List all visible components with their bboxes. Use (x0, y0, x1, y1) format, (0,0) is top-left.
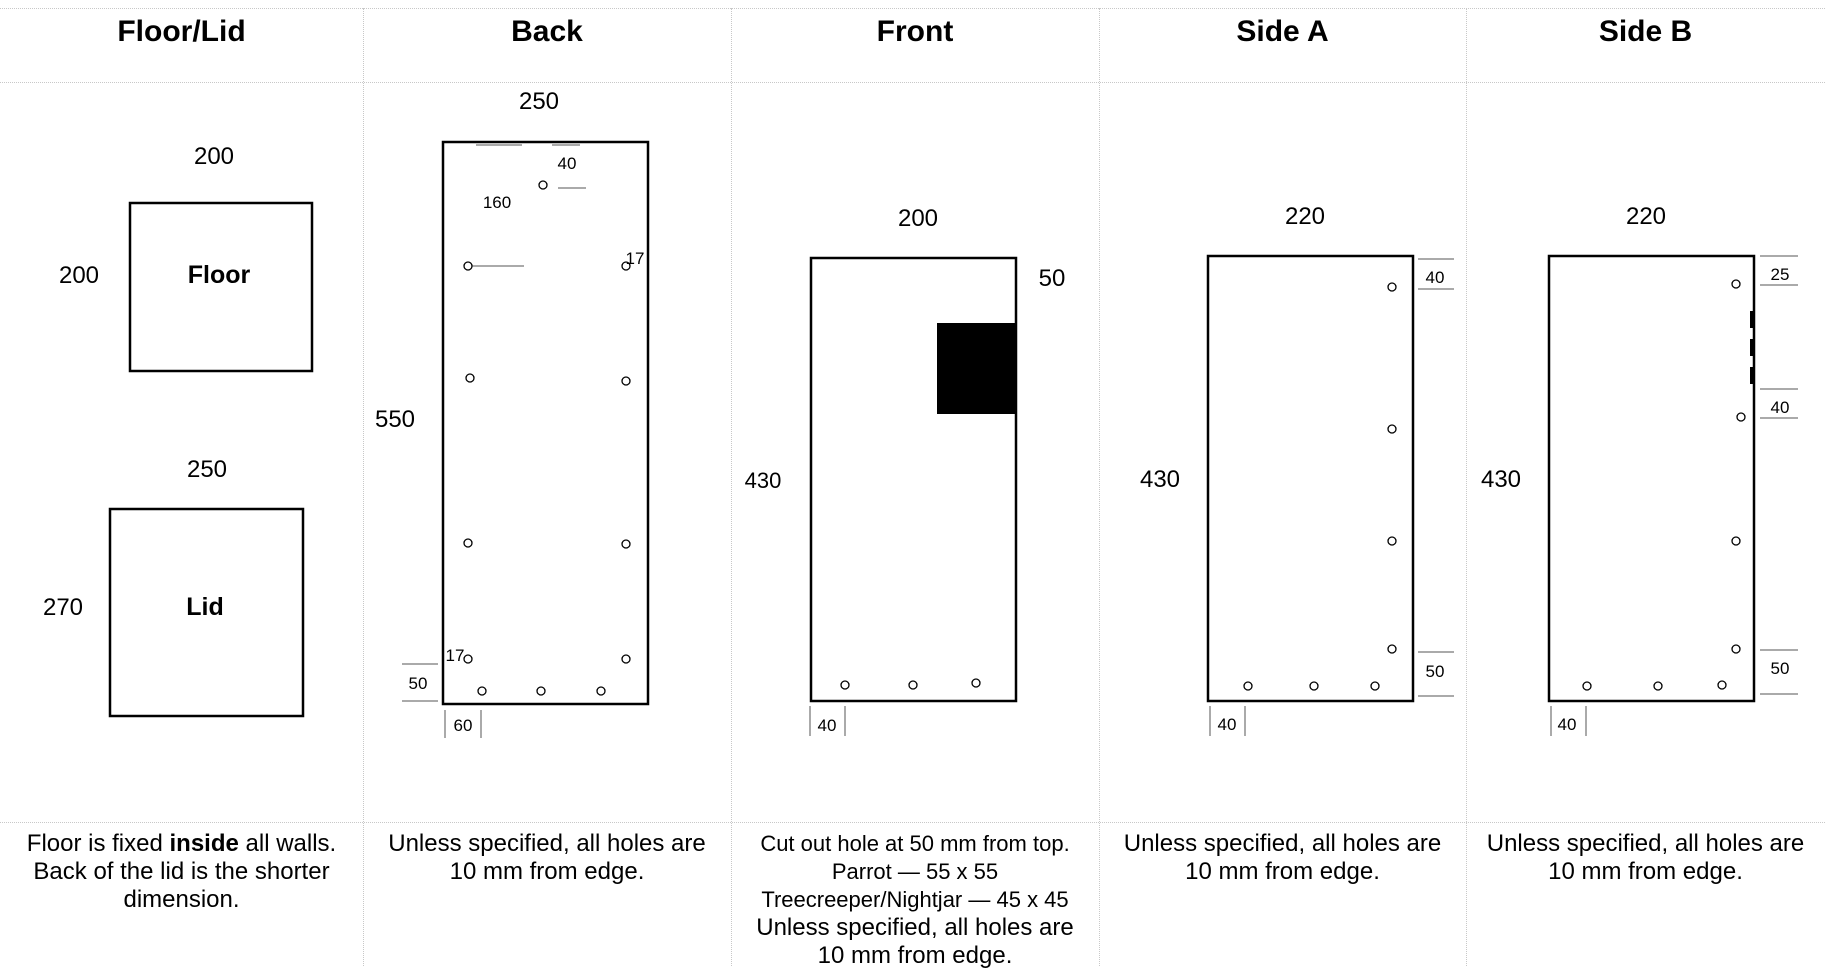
back-dim-40: 40 (558, 154, 577, 173)
back-dim-50: 50 (409, 674, 428, 693)
header-row-divider (0, 82, 1825, 83)
column-divider-4 (1466, 8, 1467, 966)
screw-hole (596, 686, 606, 696)
screw-hole (465, 373, 475, 383)
front-panel (809, 256, 1018, 703)
side-b-height-label: 430 (1481, 466, 1521, 493)
front-width-label: 200 (898, 205, 938, 232)
screw-hole (1387, 536, 1397, 546)
header-floor-lid: Floor/Lid (117, 15, 246, 48)
floor-height-label: 200 (59, 262, 99, 289)
screw-hole (908, 680, 918, 690)
header-back: Back (511, 15, 583, 48)
note-front: Cut out hole at 50 mm from top. Parrot —… (756, 831, 1074, 969)
screw-hole (536, 686, 546, 696)
entrance-cutout (937, 323, 1016, 414)
screw-hole (1387, 644, 1397, 654)
floor-width-label: 200 (194, 143, 234, 170)
note-side-b: Unless specified, all holes are 10 mm fr… (1486, 830, 1805, 885)
back-dim-17-top: 17 (626, 249, 645, 268)
lid-height-label: 270 (43, 594, 83, 621)
hinge-mark (1750, 367, 1754, 384)
header-side-a: Side A (1236, 15, 1329, 48)
floor-panel-label: Floor (188, 261, 251, 289)
side-a-dim-40-bottom: 40 (1218, 715, 1237, 734)
lid-panel (108, 507, 305, 718)
front-dim-40: 40 (818, 716, 837, 735)
table-top-border (0, 8, 1825, 9)
back-panel (441, 140, 650, 706)
screw-hole (1243, 681, 1253, 691)
screw-hole (971, 678, 981, 688)
screw-hole (621, 261, 631, 271)
note-floor-lid: Floor is fixed inside all walls. Back of… (0, 830, 363, 914)
screw-hole (463, 654, 473, 664)
note-back: Unless specified, all holes are 10 mm fr… (388, 830, 706, 885)
side-a-panel (1206, 254, 1415, 703)
side-b-dim-40: 40 (1771, 398, 1790, 417)
back-dim-160: 160 (483, 193, 511, 212)
side-a-height-label: 430 (1140, 466, 1180, 493)
screw-hole (840, 680, 850, 690)
side-b-dim-50: 50 (1771, 659, 1790, 678)
screw-hole (1387, 424, 1397, 434)
screw-hole (621, 539, 631, 549)
screw-hole (463, 538, 473, 548)
back-height-label: 550 (375, 406, 415, 433)
screw-hole (1736, 412, 1746, 422)
front-height-label: 430 (745, 468, 782, 493)
screw-hole (1653, 681, 1663, 691)
hinge-mark (1750, 339, 1754, 356)
screw-hole (1370, 681, 1380, 691)
back-width-label: 250 (519, 88, 559, 115)
screw-hole (1731, 644, 1741, 654)
screw-hole (621, 654, 631, 664)
side-a-dim-40: 40 (1426, 268, 1445, 287)
hinge-mark (1750, 311, 1754, 328)
column-divider-2 (731, 8, 732, 966)
column-divider-3 (1099, 8, 1100, 966)
screw-hole (1387, 282, 1397, 292)
note-side-a: Unless specified, all holes are 10 mm fr… (1123, 830, 1442, 885)
screw-hole (1717, 680, 1727, 690)
back-dim-60: 60 (454, 716, 473, 735)
side-b-dim-40-bottom: 40 (1558, 715, 1577, 734)
screw-hole (463, 261, 473, 271)
notes-row-divider (0, 822, 1825, 823)
note-floor-lid-line1: Floor is fixed inside all walls. (26, 830, 337, 857)
header-front: Front (876, 15, 954, 48)
floor-panel (128, 201, 314, 373)
screw-hole (1731, 279, 1741, 289)
front-dim-50: 50 (1039, 265, 1066, 292)
screw-hole (477, 686, 487, 696)
side-b-width-label: 220 (1626, 203, 1666, 230)
side-b-panel (1547, 254, 1756, 703)
screw-hole (1582, 681, 1592, 691)
side-b-dim-25: 25 (1771, 265, 1790, 284)
screw-hole (538, 180, 548, 190)
header-side-b: Side B (1598, 15, 1693, 48)
lid-width-label: 250 (187, 456, 227, 483)
back-dim-17-bottom: 17 (446, 646, 465, 665)
screw-hole (1309, 681, 1319, 691)
side-a-dim-50: 50 (1426, 662, 1445, 681)
lid-panel-label: Lid (186, 593, 224, 621)
screw-hole (621, 376, 631, 386)
screw-hole (1731, 536, 1741, 546)
side-a-width-label: 220 (1285, 203, 1325, 230)
column-divider-1 (363, 8, 364, 966)
